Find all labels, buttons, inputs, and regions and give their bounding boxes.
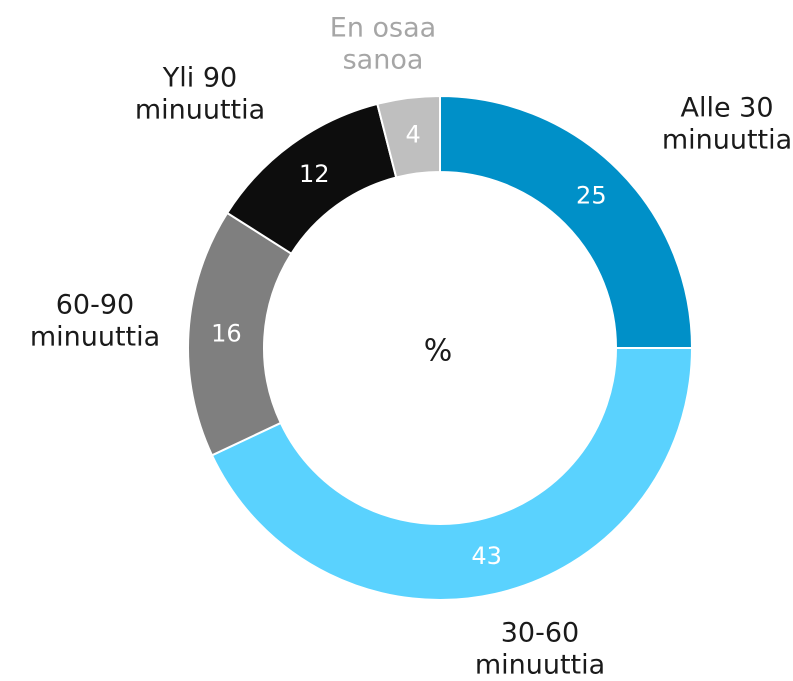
- category-label: Alle 30 minuuttia: [661, 92, 793, 156]
- category-label: Yli 90 minuuttia: [134, 62, 266, 126]
- value-label: 4: [406, 121, 421, 149]
- value-label: 43: [471, 542, 502, 570]
- category-label: 60-90 minuuttia: [29, 289, 161, 353]
- donut-segment: [210, 347, 694, 601]
- value-label: 25: [576, 182, 607, 210]
- donut-segment: [376, 94, 441, 179]
- value-label: 12: [299, 160, 330, 188]
- category-label: En osaa sanoa: [329, 12, 437, 76]
- category-label: 30-60 minuuttia: [474, 617, 606, 681]
- donut-segment: [439, 94, 694, 349]
- value-label: 16: [211, 320, 242, 348]
- center-label: %: [424, 334, 453, 369]
